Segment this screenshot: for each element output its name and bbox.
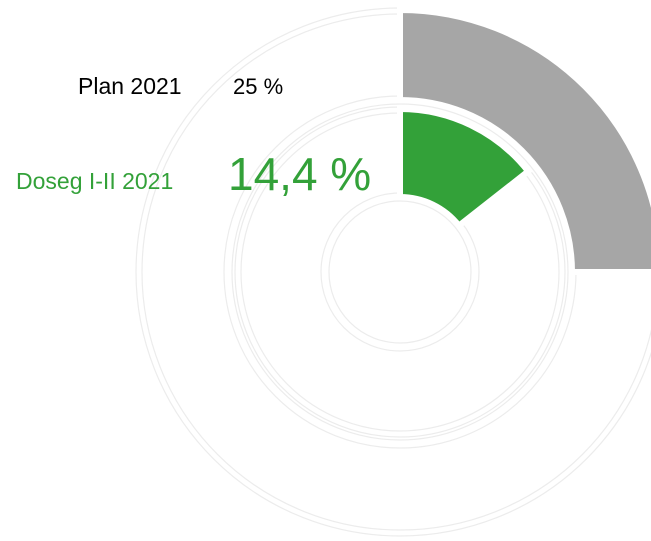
radial-bar [397,6,651,275]
value-label: 14,4 % [228,148,371,200]
category-label: Plan 2021 [78,73,182,99]
value-label: 25 % [233,74,283,99]
radial-bar [397,105,533,230]
ring-track [231,103,569,441]
category-label: Doseg I-II 2021 [16,168,173,194]
ring-track [328,200,472,344]
